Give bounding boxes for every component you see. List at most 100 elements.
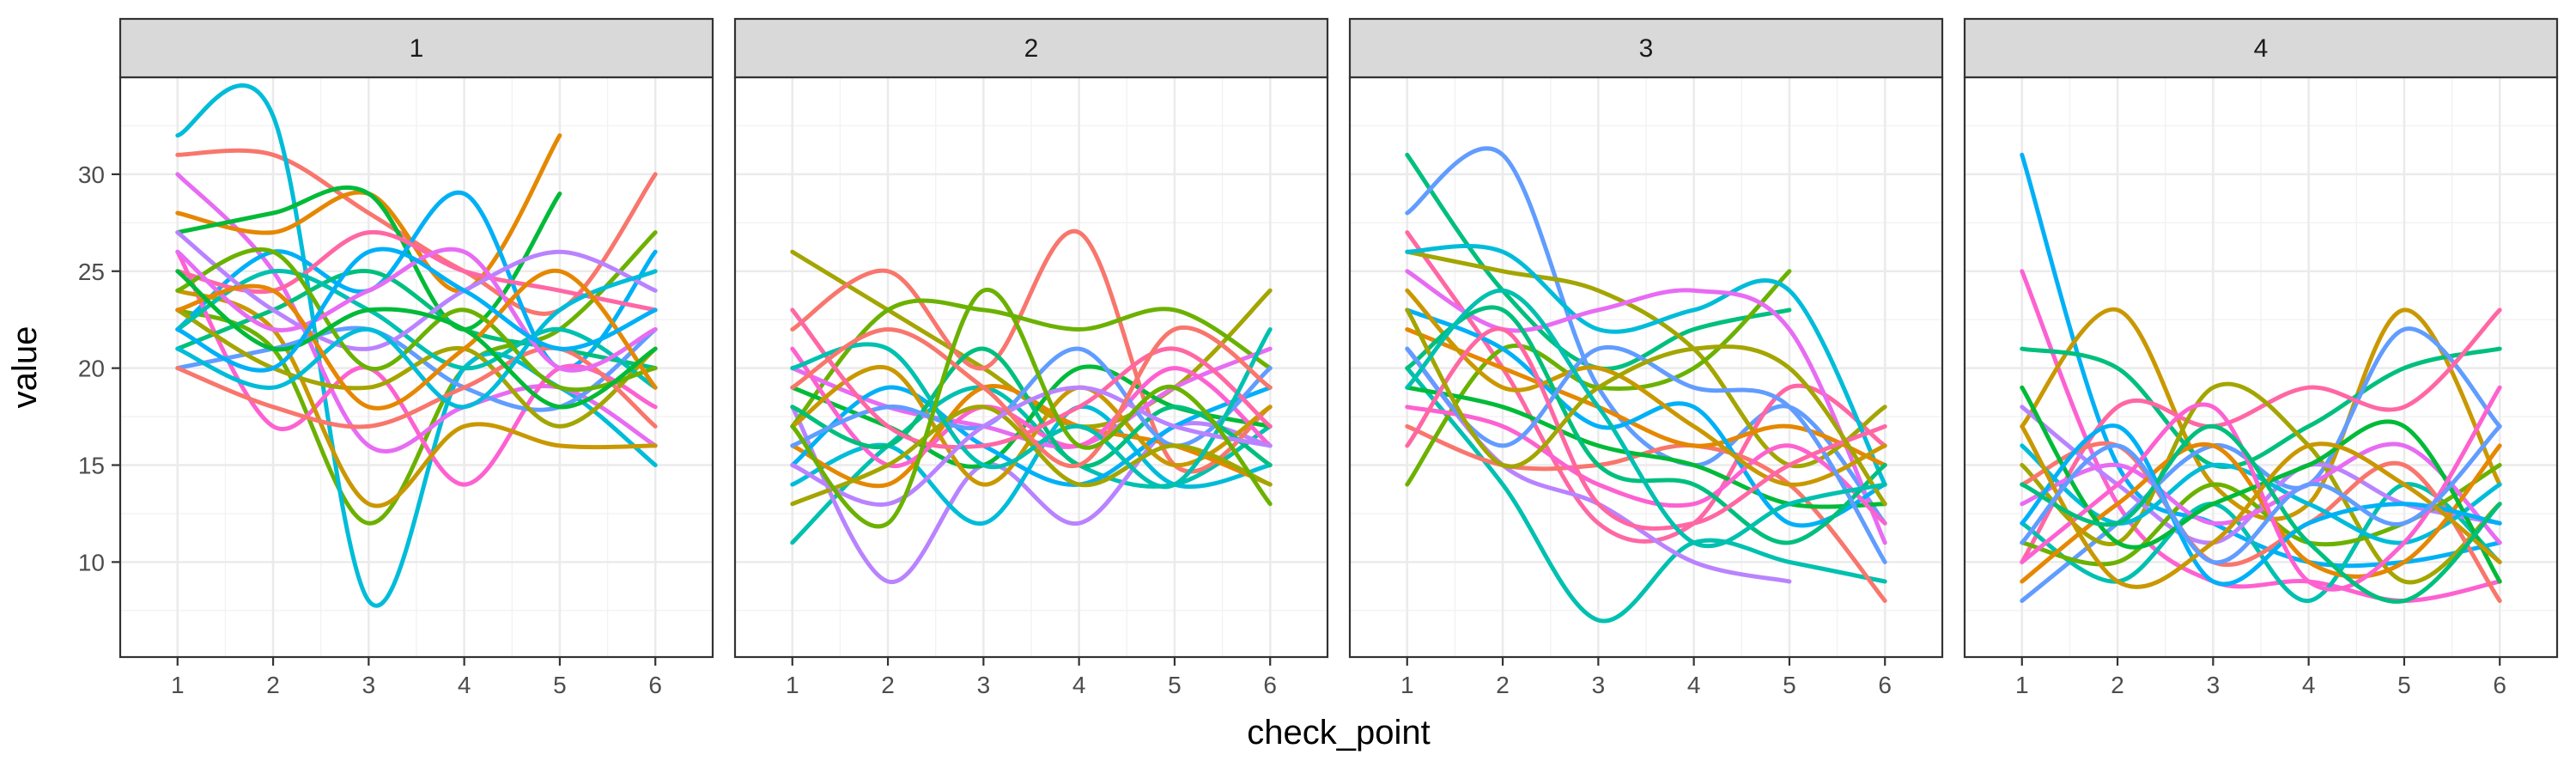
x-tick-label: 6 bbox=[1263, 672, 1277, 698]
series-line bbox=[175, 185, 562, 332]
x-tick-label: 3 bbox=[1592, 672, 1606, 698]
x-tick-label: 2 bbox=[881, 672, 895, 698]
series-line bbox=[1405, 326, 1887, 531]
x-tick-label: 1 bbox=[786, 672, 799, 698]
y-axis: 10 15 20 25 30 bbox=[78, 161, 120, 575]
x-tick-label: 5 bbox=[1168, 672, 1182, 698]
y-axis-title: value bbox=[6, 326, 44, 409]
series-lines bbox=[790, 228, 1273, 584]
series-line bbox=[790, 385, 1273, 545]
x-tick-label: 5 bbox=[553, 672, 567, 698]
series-line bbox=[790, 385, 1273, 508]
x-axis-1: 1 2 3 4 5 6 bbox=[171, 657, 662, 698]
x-tick-label: 4 bbox=[2302, 672, 2316, 698]
series-line bbox=[790, 325, 1273, 469]
y-tick-label: 25 bbox=[78, 259, 105, 285]
series-lines bbox=[2020, 152, 2502, 604]
series-lines bbox=[1405, 146, 1887, 624]
series-line bbox=[2020, 423, 2502, 587]
series-line bbox=[175, 269, 658, 410]
facet-strip bbox=[118, 17, 714, 79]
series-line bbox=[1405, 305, 1887, 545]
x-tick-label: 1 bbox=[171, 672, 185, 698]
x-tick-label: 4 bbox=[458, 672, 471, 698]
x-axis-3: 1 2 3 4 5 6 bbox=[1400, 657, 1892, 698]
series-line bbox=[1405, 146, 1887, 526]
facet-strip bbox=[1963, 17, 2559, 79]
series-line bbox=[1405, 249, 1887, 469]
x-tick-label: 6 bbox=[648, 672, 662, 698]
series-line bbox=[790, 364, 1273, 487]
series-line bbox=[1405, 385, 1887, 509]
x-tick-label: 6 bbox=[2493, 672, 2506, 698]
x-tick-label: 2 bbox=[1496, 672, 1510, 698]
series-line bbox=[1405, 307, 1887, 507]
series-line bbox=[790, 327, 1273, 490]
series-line bbox=[1405, 423, 1887, 603]
series-line bbox=[790, 228, 1273, 474]
panels: 1 1 2 3 4 5 6 2 1 2 3 4 5 6 3 1 2 3 4 5 6 4 1 2 3 4 5 6 bbox=[118, 17, 2559, 698]
series-line bbox=[2020, 441, 2502, 584]
series-line bbox=[2020, 385, 2502, 584]
series-line bbox=[175, 345, 658, 429]
series-line bbox=[175, 307, 658, 429]
series-line bbox=[175, 247, 658, 373]
series-line bbox=[175, 269, 658, 410]
y-tick-label: 20 bbox=[78, 356, 105, 382]
x-tick-label: 2 bbox=[2111, 672, 2124, 698]
series-line bbox=[175, 229, 658, 313]
facet-strip-label: 3 bbox=[1639, 34, 1654, 63]
y-tick-label: 10 bbox=[78, 549, 105, 575]
x-tick-label: 5 bbox=[2397, 672, 2411, 698]
facet-panel-4: 4 1 2 3 4 5 6 bbox=[1963, 17, 2559, 698]
series-line bbox=[1405, 288, 1887, 487]
x-tick-label: 1 bbox=[1400, 672, 1414, 698]
series-line bbox=[175, 247, 658, 373]
x-tick-label: 2 bbox=[266, 672, 280, 698]
series-line bbox=[2020, 423, 2502, 565]
series-line bbox=[790, 307, 1273, 450]
facet-strip-label: 2 bbox=[1024, 34, 1039, 63]
facet-panel-3: 3 1 2 3 4 5 6 bbox=[1348, 17, 1944, 698]
series-line bbox=[790, 298, 1273, 429]
facet-strip bbox=[1348, 17, 1944, 79]
x-axis-2: 1 2 3 4 5 6 bbox=[786, 657, 1277, 698]
facet-strip bbox=[733, 17, 1329, 79]
series-line bbox=[175, 288, 658, 508]
series-line bbox=[790, 346, 1273, 448]
x-tick-label: 6 bbox=[1878, 672, 1892, 698]
series-line bbox=[175, 133, 562, 294]
y-tick-label: 30 bbox=[78, 161, 105, 188]
series-line bbox=[2020, 381, 2502, 585]
series-line bbox=[175, 247, 658, 393]
y-tick-label: 15 bbox=[78, 453, 105, 479]
series-line bbox=[2020, 385, 2502, 592]
series-line bbox=[2020, 423, 2502, 589]
series-line bbox=[1405, 344, 1887, 564]
series-line bbox=[2020, 441, 2502, 545]
x-axis-title: check_point bbox=[1247, 714, 1430, 752]
facet-panel-1: 1 1 2 3 4 5 6 bbox=[118, 17, 714, 698]
series-line bbox=[790, 385, 1273, 487]
x-axis-4: 1 2 3 4 5 6 bbox=[2015, 657, 2506, 698]
series-line bbox=[1405, 230, 1887, 544]
facet-strip-label: 4 bbox=[2254, 34, 2269, 63]
series-line bbox=[1405, 244, 1887, 487]
series-line bbox=[790, 288, 1273, 529]
facet-strip-label: 1 bbox=[410, 34, 424, 63]
x-tick-label: 4 bbox=[1687, 672, 1701, 698]
series-line bbox=[2020, 423, 2502, 604]
series-line bbox=[1405, 307, 1887, 528]
x-tick-label: 1 bbox=[2015, 672, 2029, 698]
series-line bbox=[175, 230, 658, 351]
series-line bbox=[1405, 288, 1887, 549]
series-line bbox=[790, 346, 1273, 469]
x-tick-label: 3 bbox=[977, 672, 991, 698]
x-tick-label: 4 bbox=[1072, 672, 1086, 698]
series-line bbox=[1405, 327, 1887, 467]
x-tick-label: 5 bbox=[1783, 672, 1796, 698]
series-lines bbox=[175, 83, 658, 608]
facet-panel-2: 2 1 2 3 4 5 6 bbox=[733, 17, 1329, 698]
x-tick-label: 3 bbox=[362, 672, 376, 698]
